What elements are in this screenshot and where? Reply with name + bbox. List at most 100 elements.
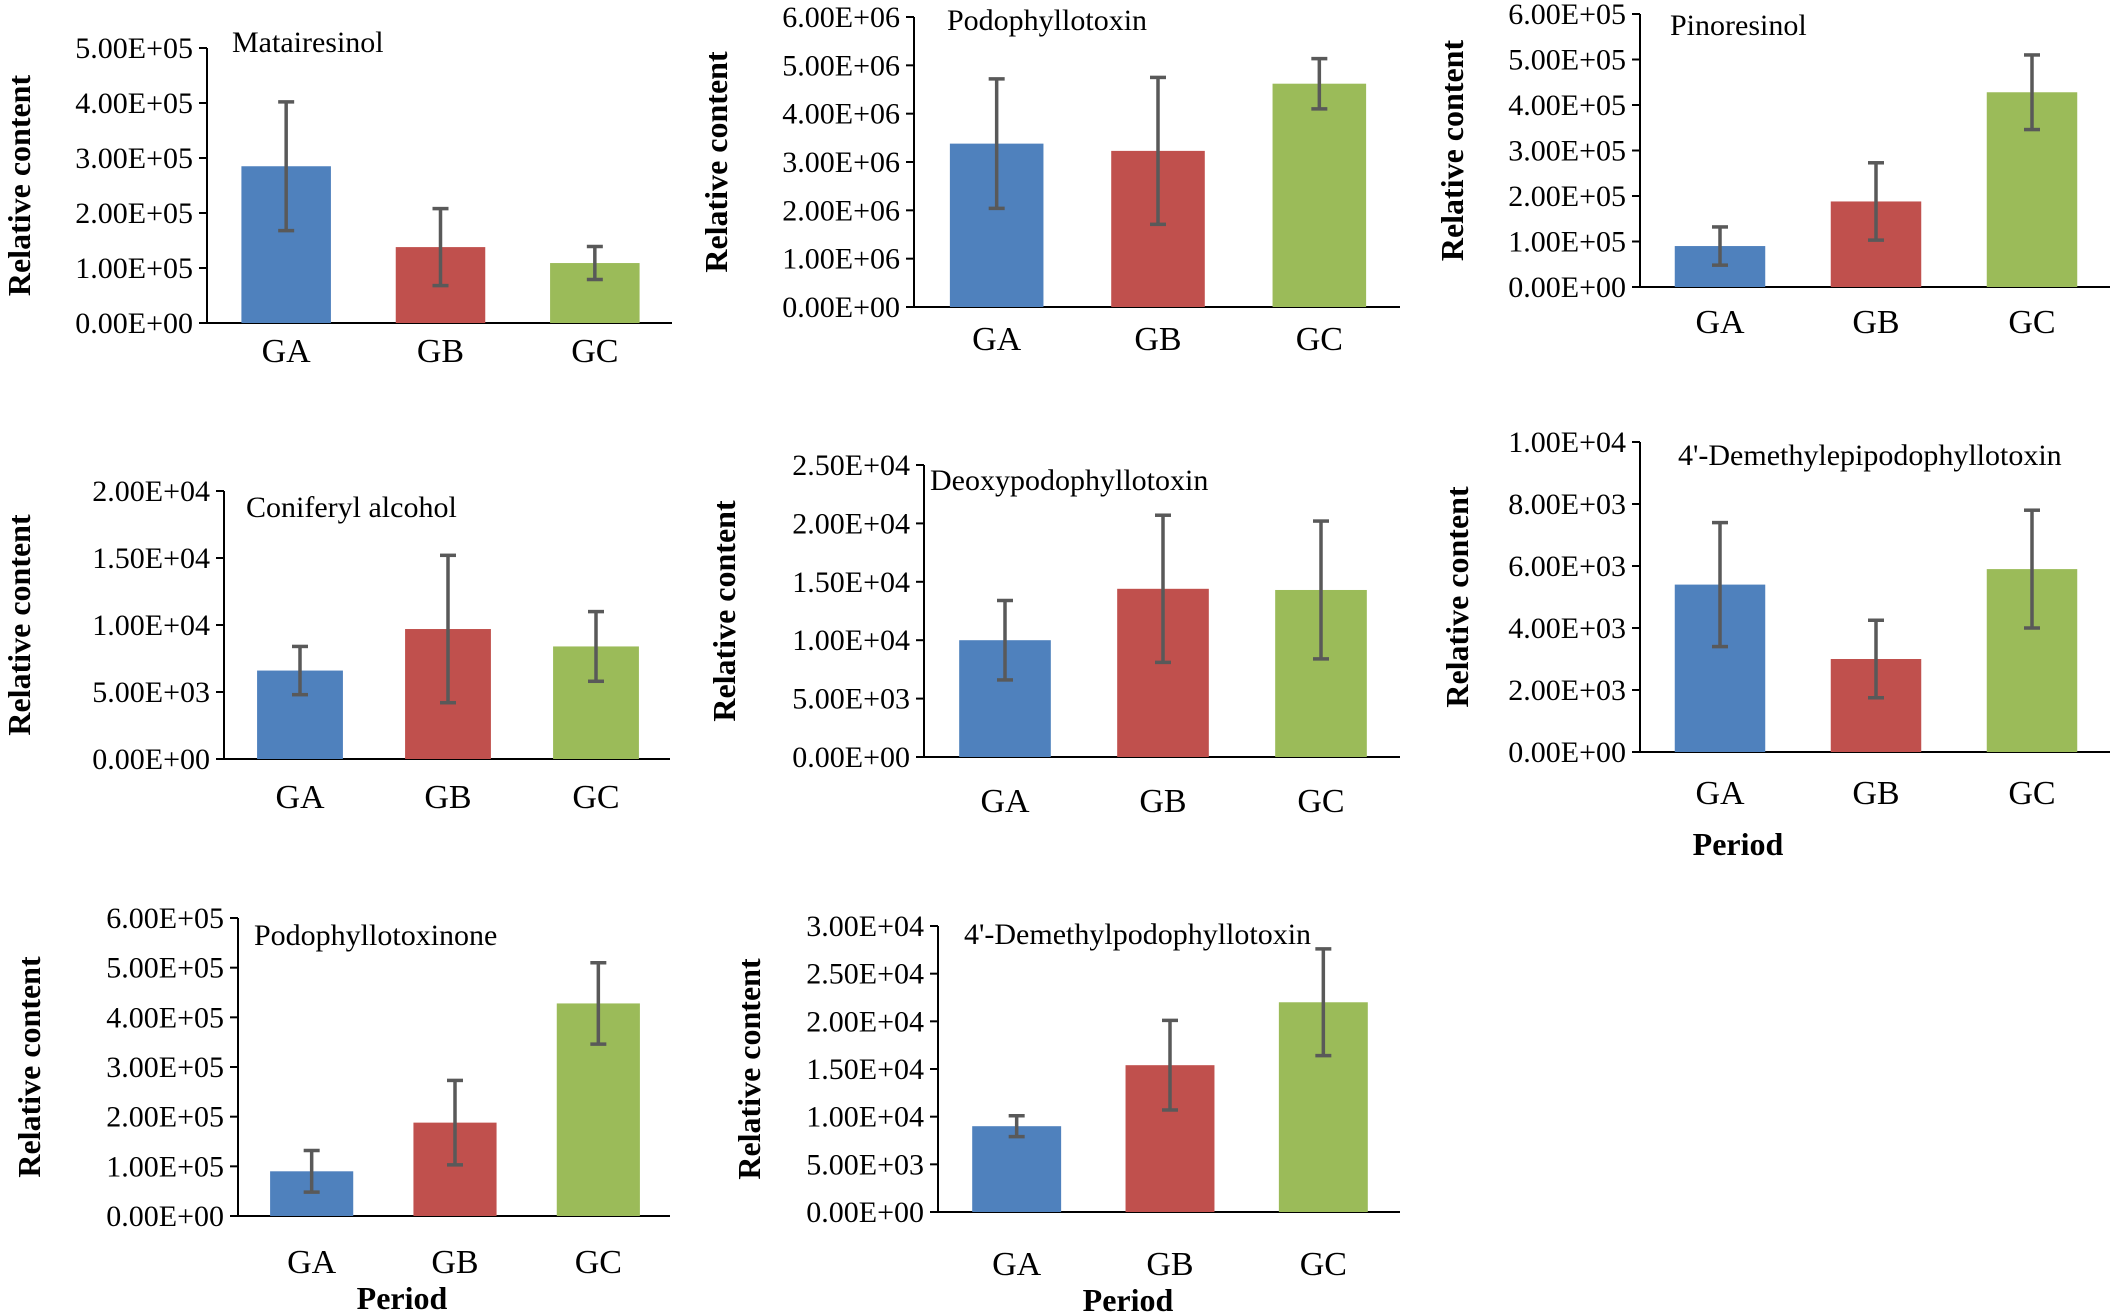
y-tick-label: 2.00E+04 <box>806 1005 924 1038</box>
x-tick-label: GC <box>572 779 619 816</box>
y-tick-label: 0.00E+00 <box>106 1200 224 1233</box>
x-tick-label: GA <box>275 779 325 816</box>
y-tick-label: 1.00E+05 <box>1508 226 1626 259</box>
y-tick-label: 5.00E+03 <box>92 676 210 709</box>
y-tick-label: 5.00E+03 <box>792 683 910 716</box>
y-tick-label: 1.50E+04 <box>792 566 910 599</box>
x-tick-label: GB <box>1146 1246 1193 1283</box>
y-tick-label: 1.00E+04 <box>1508 426 1626 459</box>
x-tick-label: GB <box>1134 321 1181 358</box>
y-tick-label: 1.00E+04 <box>792 624 910 657</box>
x-tick-label: GA <box>972 321 1022 358</box>
x-tick-label: GB <box>1852 775 1899 812</box>
x-tick-label: GB <box>1852 304 1899 341</box>
y-tick-label: 5.00E+05 <box>106 952 224 985</box>
x-tick-label: GB <box>417 333 464 370</box>
x-tick-label: GC <box>571 333 618 370</box>
y-tick-label: 0.00E+00 <box>806 1196 924 1229</box>
y-tick-label: 6.00E+05 <box>1508 0 1626 31</box>
x-axis-title: Period <box>1693 826 1784 862</box>
chart-panel: 0.00E+00 1.00E+06 2.00E+06 3.00E+06 4.00E+06… <box>698 1 1400 358</box>
chart-panel: 0.00E+00 2.00E+03 4.00E+03 6.00E+03 8.00E+03… <box>1439 426 2110 862</box>
x-tick-label: GB <box>431 1244 478 1281</box>
bar-ga <box>972 1126 1062 1212</box>
panel-title: Coniferyl alcohol <box>246 491 457 524</box>
y-tick-label: 0.00E+00 <box>75 307 193 340</box>
y-tick-label: 2.00E+04 <box>792 507 910 540</box>
y-tick-label: 5.00E+05 <box>75 32 193 65</box>
y-tick-label: 1.50E+04 <box>92 542 210 575</box>
y-axis-title: Relative content <box>731 958 767 1180</box>
y-tick-label: 1.00E+04 <box>806 1101 924 1134</box>
y-tick-label: 1.00E+04 <box>92 609 210 642</box>
y-tick-label: 4.00E+05 <box>1508 89 1626 122</box>
y-tick-label: 2.00E+05 <box>1508 180 1626 213</box>
x-tick-label: GB <box>424 779 471 816</box>
x-axis-title: Period <box>1083 1282 1174 1314</box>
y-axis-title: Relative content <box>11 956 47 1178</box>
x-tick-label: GC <box>1300 1246 1347 1283</box>
y-tick-label: 2.00E+03 <box>1508 674 1626 707</box>
y-tick-label: 3.00E+05 <box>75 142 193 175</box>
chart-panel: 0.00E+00 1.00E+05 2.00E+05 3.00E+05 4.00E+05… <box>11 902 670 1314</box>
y-tick-label: 5.00E+05 <box>1508 44 1626 77</box>
x-axis-title: Period <box>357 1280 448 1314</box>
y-tick-label: 2.50E+04 <box>792 449 910 482</box>
y-tick-label: 0.00E+00 <box>792 741 910 774</box>
chart-panel: 0.00E+00 1.00E+05 2.00E+05 3.00E+05 4.00E+05… <box>1434 0 2110 341</box>
y-axis-title: Relative content <box>698 51 734 273</box>
panel-title: Matairesinol <box>232 26 384 59</box>
y-tick-label: 2.00E+06 <box>782 194 900 227</box>
y-tick-label: 0.00E+00 <box>92 743 210 776</box>
bar-gc <box>1272 83 1367 307</box>
chart-panel: 0.00E+00 1.00E+05 2.00E+05 3.00E+05 4.00E+05… <box>1 26 672 370</box>
x-tick-label: GA <box>992 1246 1042 1283</box>
y-tick-label: 3.00E+05 <box>1508 135 1626 168</box>
y-axis-title: Relative content <box>1 75 37 297</box>
y-tick-label: 6.00E+05 <box>106 902 224 935</box>
y-tick-label: 2.50E+04 <box>806 958 924 991</box>
panel-title: Pinoresinol <box>1670 9 1807 42</box>
x-tick-label: GB <box>1139 783 1186 820</box>
y-tick-label: 1.00E+06 <box>782 243 900 276</box>
y-tick-label: 3.00E+06 <box>782 146 900 179</box>
y-tick-label: 2.00E+04 <box>92 475 210 508</box>
y-tick-label: 4.00E+03 <box>1508 612 1626 645</box>
y-tick-label: 5.00E+06 <box>782 49 900 82</box>
y-tick-label: 2.00E+05 <box>75 197 193 230</box>
y-tick-label: 2.00E+05 <box>106 1101 224 1134</box>
x-tick-label: GA <box>980 783 1030 820</box>
y-tick-label: 4.00E+05 <box>106 1001 224 1034</box>
x-tick-label: GC <box>2008 304 2055 341</box>
x-tick-label: GC <box>575 1244 622 1281</box>
y-tick-label: 0.00E+00 <box>1508 271 1626 304</box>
y-tick-label: 0.00E+00 <box>1508 736 1626 769</box>
x-tick-label: GC <box>1296 321 1343 358</box>
chart-panel: 0.00E+00 5.00E+03 1.00E+04 1.50E+04 2.00E+04… <box>706 449 1400 820</box>
x-tick-label: GA <box>1695 775 1745 812</box>
panel-title: Deoxypodophyllotoxin <box>930 464 1208 497</box>
y-tick-label: 1.00E+05 <box>106 1150 224 1183</box>
panel-title: 4'-Demethylpodophyllotoxin <box>964 918 1311 951</box>
panel-title: Podophyllotoxin <box>947 4 1147 37</box>
y-tick-label: 6.00E+03 <box>1508 550 1626 583</box>
y-tick-label: 4.00E+06 <box>782 98 900 131</box>
panel-title: Podophyllotoxinone <box>254 919 497 952</box>
x-tick-label: GA <box>262 333 312 370</box>
y-tick-label: 1.00E+05 <box>75 252 193 285</box>
y-tick-label: 5.00E+03 <box>806 1148 924 1181</box>
y-axis-title: Relative content <box>706 500 742 722</box>
y-tick-label: 3.00E+04 <box>806 910 924 943</box>
y-tick-label: 6.00E+06 <box>782 1 900 34</box>
chart-panel: 0.00E+00 5.00E+03 1.00E+04 1.50E+04 2.00E+04… <box>731 910 1400 1314</box>
x-tick-label: GA <box>1695 304 1745 341</box>
chart-panel: 0.00E+00 5.00E+03 1.00E+04 1.50E+04 2.00E+04… <box>1 475 670 816</box>
x-tick-label: GA <box>287 1244 337 1281</box>
y-tick-label: 8.00E+03 <box>1508 488 1626 521</box>
y-axis-title: Relative content <box>1434 40 1470 262</box>
y-tick-label: 0.00E+00 <box>782 291 900 324</box>
y-tick-label: 4.00E+05 <box>75 87 193 120</box>
y-tick-label: 1.50E+04 <box>806 1053 924 1086</box>
y-axis-title: Relative content <box>1 514 37 736</box>
